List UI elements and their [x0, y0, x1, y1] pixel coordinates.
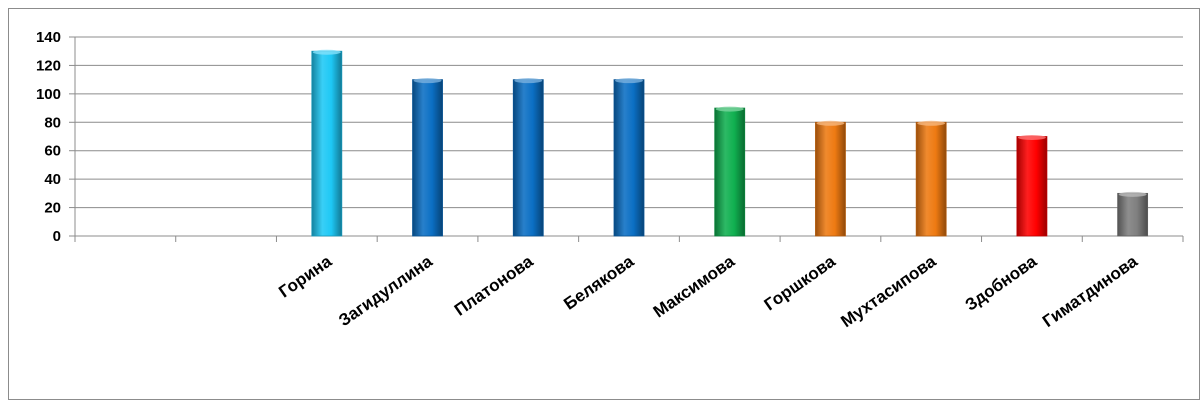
category-label: Загидуллина — [335, 251, 436, 330]
bar-highlight — [917, 120, 946, 126]
y-tick-label: 80 — [44, 114, 61, 131]
category-label: Горина — [275, 251, 335, 301]
bar-highlight — [715, 106, 744, 112]
bar — [714, 107, 746, 237]
bar-highlight — [615, 78, 643, 84]
y-tick-label: 120 — [36, 57, 61, 74]
bar-highlight — [312, 49, 341, 55]
category-label: Платонова — [451, 251, 537, 319]
labels: 0 20 40 60 80 100 120 140 Горина Загидуллина Плато… — [36, 29, 1141, 331]
bar-highlight — [514, 78, 543, 84]
y-tick-label: 140 — [36, 29, 61, 46]
bar — [815, 121, 846, 237]
bar — [613, 79, 645, 237]
bar-highlight — [816, 120, 845, 126]
y-tick-label: 0 — [53, 228, 61, 245]
category-label: Горшкова — [761, 251, 840, 314]
bar — [915, 121, 947, 237]
category-label: Белякова — [560, 251, 637, 313]
bar — [1117, 192, 1149, 237]
y-tick-label: 100 — [36, 86, 61, 103]
bar-highlight — [413, 78, 442, 84]
chart-frame — [8, 8, 1200, 400]
category-label: Гиматдинова — [1039, 251, 1141, 331]
y-tick-label: 40 — [44, 171, 61, 188]
bar — [412, 79, 443, 237]
bar — [311, 50, 343, 237]
bar — [512, 79, 544, 237]
y-tick-label: 20 — [44, 200, 61, 217]
category-label: Мухтасипова — [837, 251, 940, 331]
bars — [311, 49, 1149, 237]
bar-highlight — [1118, 191, 1147, 197]
bar — [1016, 136, 1048, 237]
category-label: Здобнова — [962, 251, 1041, 314]
y-tick-label: 60 — [44, 143, 61, 160]
bar-highlight — [1017, 135, 1046, 140]
category-label: Максимова — [650, 251, 739, 321]
